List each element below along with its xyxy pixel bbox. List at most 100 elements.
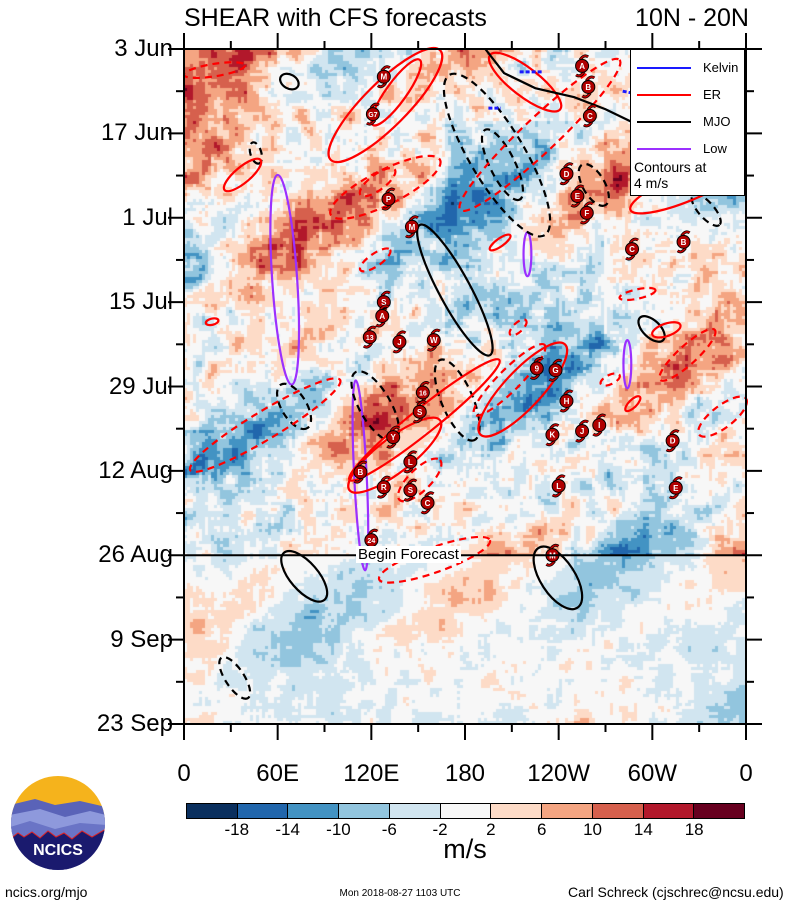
er-contour-neg	[396, 457, 443, 503]
er-contour-neg	[618, 286, 657, 302]
y-tick-label: 1 Jul	[122, 203, 173, 231]
colorbar-units: m/s	[443, 834, 487, 864]
storm-marker: I	[592, 413, 607, 437]
x-tick-label: 120W	[527, 760, 591, 787]
mjo-contour-pos	[532, 545, 584, 611]
storm-marker: L	[403, 450, 418, 474]
low-contour-pos	[622, 338, 633, 390]
storm-marker: S	[412, 400, 427, 424]
legend-note-line2: 4 m/s	[634, 175, 669, 191]
er-contour-pos	[347, 416, 443, 494]
storm-marker: J	[392, 330, 407, 354]
storm-marker: B	[581, 75, 596, 99]
mjo-contour-neg	[577, 162, 610, 207]
colorbar	[186, 803, 745, 819]
storm-label: S	[381, 298, 387, 307]
er-contour-pos	[624, 395, 642, 413]
storm-marker: W	[426, 328, 441, 352]
storm-label: C	[587, 112, 593, 121]
colorbar-swatch	[389, 804, 441, 818]
storm-label: A	[579, 62, 585, 71]
storm-label: L	[556, 482, 561, 491]
colorbar-label: -10	[326, 820, 351, 839]
low-contour-pos	[522, 231, 533, 278]
storm-marker: S	[403, 478, 418, 502]
er-contour-pos	[204, 317, 220, 327]
colorbar-label: 14	[633, 820, 653, 839]
storm-label: S	[408, 486, 414, 495]
storm-marker: M	[404, 215, 419, 239]
storm-marker: A	[575, 54, 590, 78]
storm-label: S	[417, 408, 423, 417]
colorbar-swatch	[187, 804, 238, 818]
storm-label: D	[564, 170, 570, 179]
er-contour-neg	[658, 327, 717, 382]
mjo-contour-pos	[637, 315, 666, 343]
legend-label: ER	[703, 87, 722, 102]
colorbar-label: -2	[432, 820, 448, 839]
storm-label: E	[673, 484, 679, 493]
er-contour-neg	[599, 372, 621, 387]
legend-label: Low	[703, 141, 727, 156]
legend-note-line1: Contours at	[634, 159, 707, 175]
colorbar-swatch	[694, 804, 745, 818]
mjo-contour-neg	[442, 72, 552, 238]
colorbar-label: 18	[684, 820, 704, 839]
mjo-contour-neg	[218, 655, 252, 700]
storm-label: M	[380, 73, 387, 82]
colorbar-label: -6	[381, 820, 397, 839]
x-tick-label: 0	[739, 760, 753, 787]
ncics-logo: NCICS	[11, 776, 105, 870]
er-contour-neg	[182, 61, 246, 80]
storm-label: G7	[368, 112, 377, 119]
storm-label: K	[550, 431, 556, 440]
colorbar-swatch	[491, 804, 543, 818]
er-contour-pos	[370, 58, 423, 127]
legend-item-kelvin: Kelvin	[635, 60, 745, 76]
er-contour-neg	[508, 318, 528, 337]
legend-note: Contours at 4 m/s	[634, 159, 706, 191]
chart-region: 10N - 20N	[635, 4, 749, 32]
storm-marker: G7	[365, 102, 380, 126]
kelvin-contour	[622, 89, 636, 96]
low-contour-pos	[269, 173, 301, 386]
er-contour-neg	[329, 154, 442, 220]
y-tick-label: 26 Aug	[98, 541, 173, 569]
timestamp: Mon 2018-08-27 1103 UTC	[339, 888, 461, 899]
er-contour-neg	[472, 342, 547, 417]
storm-label: M	[409, 223, 416, 232]
colorbar-swatch	[237, 804, 289, 818]
storm-marker: L	[551, 474, 566, 498]
y-tick-label: 15 Jul	[108, 288, 173, 316]
storm-marker: B	[676, 230, 691, 254]
y-tick-label: 3 Jun	[114, 35, 173, 62]
storm-label: A	[379, 312, 385, 321]
author-credit: Carl Schreck (cjschrec@ncsu.edu)	[568, 884, 784, 900]
mjo-contour-neg	[480, 128, 525, 202]
er-contour-neg	[458, 57, 622, 213]
colorbar-label: 10	[583, 820, 602, 839]
legend: Kelvin ER MJO Low Contours at 4 m/s	[630, 49, 745, 196]
storm-label: C	[629, 245, 635, 254]
storm-label: G	[552, 366, 558, 375]
storm-marker: E	[570, 184, 585, 208]
storm-label: L	[408, 458, 413, 467]
storm-label: H	[564, 397, 570, 406]
storm-marker: K	[545, 423, 560, 447]
storm-label: E	[575, 192, 581, 201]
site-link[interactable]: ncics.org/mjo	[5, 884, 88, 900]
storm-label: 24	[367, 538, 375, 545]
storm-label: B	[681, 238, 687, 247]
x-tick-label: 60E	[256, 760, 300, 787]
storm-label: R	[381, 483, 387, 492]
colorbar-swatch	[440, 804, 492, 818]
x-tick-label: 60W	[627, 760, 678, 787]
er-contour-pos	[651, 321, 682, 339]
mjo-contour-pos	[416, 223, 494, 357]
storm-label: J	[397, 338, 401, 347]
storm-marker: G	[548, 358, 563, 382]
legend-item-low: Low	[635, 141, 745, 157]
storm-marker: M	[376, 65, 391, 89]
storm-label: W	[430, 336, 438, 345]
